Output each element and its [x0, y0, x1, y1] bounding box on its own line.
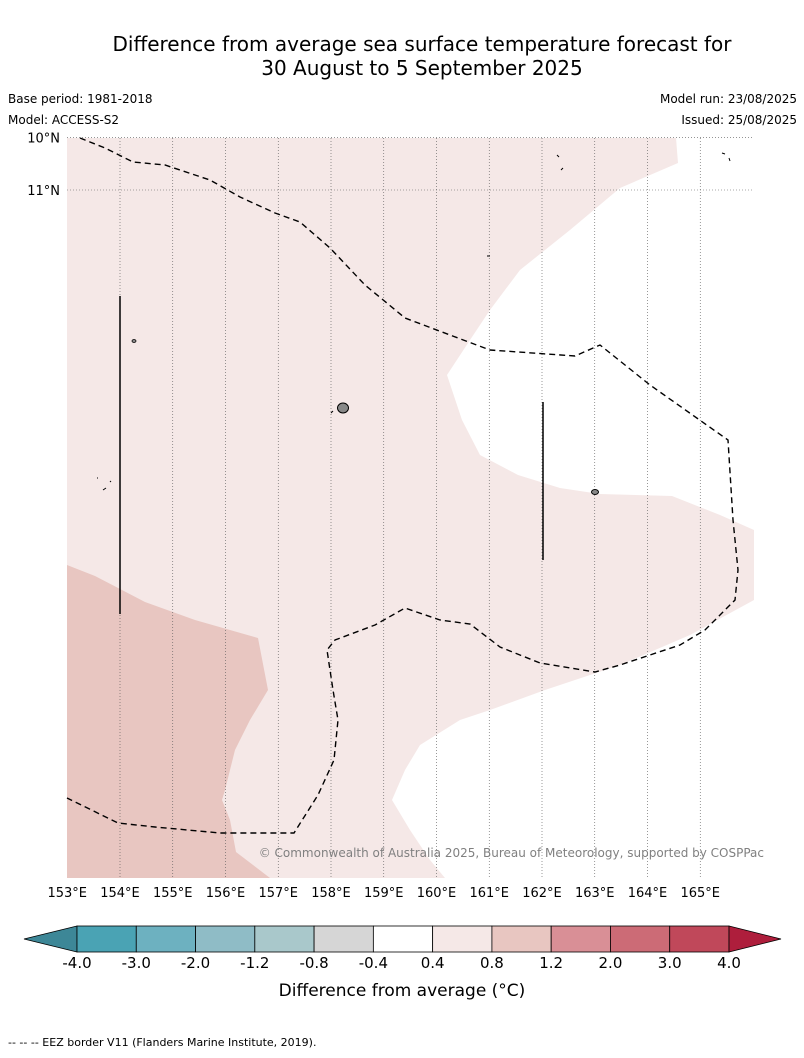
- colorbar-tick-label: 0.8: [480, 954, 504, 972]
- lat-tick-label: 10°N: [27, 131, 60, 146]
- colorbar-segment: [610, 925, 671, 953]
- lon-tick-label: 160°E: [417, 886, 457, 901]
- small-island: [131, 339, 137, 343]
- model-name: Model: ACCESS-S2: [8, 113, 120, 127]
- lat-tick-label: 11°N: [27, 184, 60, 199]
- colorbar-segment: [372, 925, 434, 953]
- colorbar-tick-label: -0.8: [299, 954, 328, 972]
- eez-border-line: [66, 137, 739, 834]
- lon-tick-label: 163°E: [575, 886, 615, 901]
- lon-tick-label: 156°E: [206, 886, 246, 901]
- colorbar: -4.0 -3.0 -2.0 -1.2 -0.8 -0.4 0.4 0.8 1.2 2.0 3.0 4…: [23, 925, 782, 972]
- lon-tick-label: 157°E: [258, 886, 298, 901]
- colorbar-tick-label: -2.0: [181, 954, 210, 972]
- near-average-region-east: [447, 138, 754, 530]
- model-run: Model run: 23/08/2025: [659, 92, 797, 106]
- colorbar-tick-label: 3.0: [658, 954, 682, 972]
- lon-tick-label: 165°E: [680, 886, 720, 901]
- colorbar-segment: [254, 925, 315, 953]
- near-average-region-southeast: [392, 600, 754, 878]
- eez-borders: [66, 137, 739, 834]
- lon-tick-label: 153°E: [47, 886, 87, 901]
- map-panel: OrolukPohnpeiMokilPingelapNgatikKosraeNu…: [27, 131, 754, 901]
- lon-tick-label: 154°E: [100, 886, 140, 901]
- lon-tick-label: 158°E: [311, 886, 351, 901]
- chart-title: Difference from average sea surface temp…: [0, 32, 804, 80]
- colorbar-tick-label: -3.0: [122, 954, 151, 972]
- sst-anomaly-shading: [67, 138, 754, 878]
- title-line-1: Difference from average sea surface temp…: [112, 32, 732, 56]
- colorbar-tick-label: 2.0: [599, 954, 623, 972]
- colorbar-under-arrow: [23, 925, 78, 953]
- colorbar-tick-label: 0.4: [421, 954, 445, 972]
- lon-tick-label: 159°E: [364, 886, 404, 901]
- issued-date: Issued: 25/08/2025: [681, 113, 797, 127]
- eez-footnote: -- -- -- EEZ border V11 (Flanders Marine…: [8, 1036, 317, 1049]
- colorbar-segment: [313, 925, 374, 953]
- copyright-notice: © Commonwealth of Australia 2025, Bureau…: [258, 846, 764, 860]
- colorbar-segment: [195, 925, 256, 953]
- lon-tick-label: 155°E: [153, 886, 193, 901]
- colorbar-segment: [135, 925, 196, 953]
- pohnpei-island: [337, 402, 349, 414]
- colorbar-segment: [491, 925, 552, 953]
- lon-tick-label: 161°E: [469, 886, 509, 901]
- colorbar-over-arrow: [728, 925, 782, 953]
- title-line-2: 30 August to 5 September 2025: [261, 56, 583, 80]
- colorbar-tick-label: 4.0: [717, 954, 741, 972]
- colorbar-segment: [550, 925, 611, 953]
- colorbar-tick-label: -0.4: [359, 954, 388, 972]
- map-axes: 153°E 154°E 155°E 156°E 157°E 158°E 159°E 160°E…: [27, 131, 720, 901]
- colorbar-segment: [432, 925, 493, 953]
- warm-anomaly-region-medium: [67, 565, 270, 878]
- colorbar-label: Difference from average (°C): [278, 981, 526, 1001]
- lon-tick-label: 162°E: [522, 886, 562, 901]
- graticule: [67, 137, 754, 878]
- kosrae-island: [591, 489, 599, 495]
- islands: [97, 152, 731, 495]
- atoll-marks: [97, 152, 731, 491]
- colorbar-tick-label: -4.0: [62, 954, 91, 972]
- colorbar-tick-label: 1.2: [539, 954, 563, 972]
- colorbar-tick-label: -1.2: [240, 954, 269, 972]
- base-period: Base period: 1981-2018: [8, 92, 153, 106]
- colorbar-segment: [76, 925, 137, 953]
- lon-tick-label: 164°E: [628, 886, 668, 901]
- colorbar-segment: [669, 925, 730, 953]
